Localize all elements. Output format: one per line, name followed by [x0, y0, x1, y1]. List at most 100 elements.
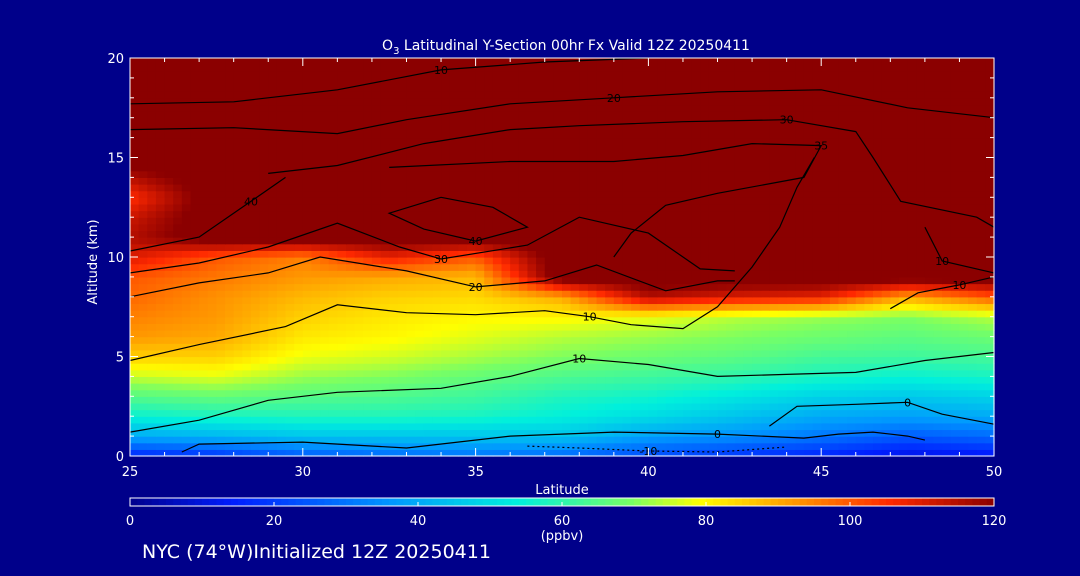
heatmap-cell: [130, 296, 140, 305]
heatmap-cell: [147, 130, 157, 139]
heatmap-cell: [259, 449, 269, 457]
heatmap-cell: [423, 409, 433, 417]
heatmap-cell: [855, 150, 865, 159]
heatmap-cell: [164, 296, 174, 305]
heatmap-cell: [268, 416, 278, 424]
heatmap-cell: [734, 436, 745, 444]
heatmap-cell: [536, 210, 546, 218]
heatmap-cell: [795, 157, 805, 165]
heatmap-cell: [147, 383, 157, 391]
heatmap-cell: [415, 356, 425, 364]
heatmap-cell: [406, 422, 416, 431]
heatmap-cell: [268, 250, 278, 258]
heatmap-cell: [933, 184, 943, 192]
heatmap-cell: [924, 177, 935, 185]
heatmap-cell: [613, 217, 624, 225]
heatmap-cell: [371, 389, 382, 397]
heatmap-cell: [855, 223, 865, 232]
heatmap-cell: [553, 363, 563, 371]
heatmap-cell: [147, 210, 157, 218]
heatmap-cell: [778, 402, 788, 411]
heatmap-cell: [389, 396, 399, 404]
heatmap-cell: [959, 243, 969, 251]
heatmap-cell: [613, 144, 624, 152]
heatmap-cell: [484, 210, 494, 218]
heatmap-cell: [752, 343, 762, 351]
heatmap-cell: [786, 164, 796, 172]
heatmap-cell: [829, 263, 840, 271]
heatmap-cell: [942, 276, 952, 285]
heatmap-cell: [855, 276, 865, 285]
heatmap-cell: [562, 170, 572, 178]
heatmap-cell: [518, 422, 529, 431]
heatmap-cell: [363, 409, 373, 417]
heatmap-cell: [562, 263, 572, 271]
heatmap-cell: [950, 257, 961, 265]
heatmap-cell: [734, 316, 745, 324]
heatmap-cell: [587, 150, 598, 159]
heatmap-cell: [708, 389, 719, 397]
heatmap-cell: [985, 316, 995, 324]
heatmap-cell: [691, 296, 701, 305]
heatmap-cell: [302, 250, 313, 258]
heatmap-cell: [363, 217, 373, 225]
heatmap-cell: [734, 223, 745, 232]
heatmap-cell: [708, 270, 719, 278]
heatmap-cell: [743, 203, 753, 212]
heatmap-cell: [250, 343, 261, 351]
heatmap-cell: [449, 210, 459, 218]
heatmap-cell: [501, 177, 511, 185]
heatmap-cell: [700, 329, 710, 338]
heatmap-cell: [950, 402, 961, 411]
heatmap-cell: [354, 270, 364, 278]
heatmap-cell: [181, 263, 192, 271]
heatmap-cell: [268, 124, 278, 132]
heatmap-cell: [881, 449, 891, 457]
heatmap-cell: [942, 363, 952, 371]
heatmap-cell: [527, 389, 537, 397]
heatmap-cell: [665, 310, 675, 318]
heatmap-cell: [959, 323, 969, 331]
heatmap-cell: [380, 190, 390, 198]
heatmap-cell: [199, 296, 209, 305]
heatmap-cell: [691, 376, 701, 384]
heatmap-cell: [173, 210, 183, 218]
heatmap-cell: [596, 296, 606, 305]
heatmap-cell: [466, 230, 477, 238]
heatmap-cell: [527, 303, 537, 311]
heatmap-cell: [786, 283, 796, 291]
heatmap-cell: [847, 416, 857, 424]
heatmap-cell: [190, 389, 200, 397]
heatmap-cell: [760, 257, 770, 265]
heatmap-cell: [924, 316, 935, 324]
heatmap-cell: [717, 442, 727, 450]
heatmap-cell: [458, 316, 468, 324]
heatmap-cell: [803, 363, 814, 371]
heatmap-cell: [276, 150, 287, 159]
heatmap-cell: [847, 157, 857, 165]
heatmap-cell: [544, 217, 554, 225]
heatmap-cell: [605, 296, 615, 305]
heatmap-cell: [622, 376, 632, 384]
heatmap-cell: [380, 270, 390, 278]
heatmap-cell: [423, 263, 433, 271]
heatmap-cell: [173, 449, 183, 457]
heatmap-cell: [916, 144, 926, 152]
heatmap-cell: [708, 250, 719, 258]
heatmap-cell: [536, 356, 546, 364]
heatmap-cell: [907, 396, 917, 404]
heatmap-cell: [155, 137, 166, 145]
heatmap-cell: [743, 303, 753, 311]
heatmap-cell: [769, 157, 779, 165]
heatmap-cell: [778, 363, 788, 371]
heatmap-cell: [855, 449, 865, 457]
heatmap-cell: [285, 150, 295, 159]
heatmap-cell: [890, 150, 900, 159]
heatmap-cell: [605, 376, 615, 384]
heatmap-cell: [907, 184, 917, 192]
heatmap-cell: [665, 303, 675, 311]
heatmap-cell: [484, 296, 494, 305]
heatmap-cell: [726, 409, 736, 417]
heatmap-cell: [570, 250, 580, 258]
heatmap-cell: [605, 310, 615, 318]
